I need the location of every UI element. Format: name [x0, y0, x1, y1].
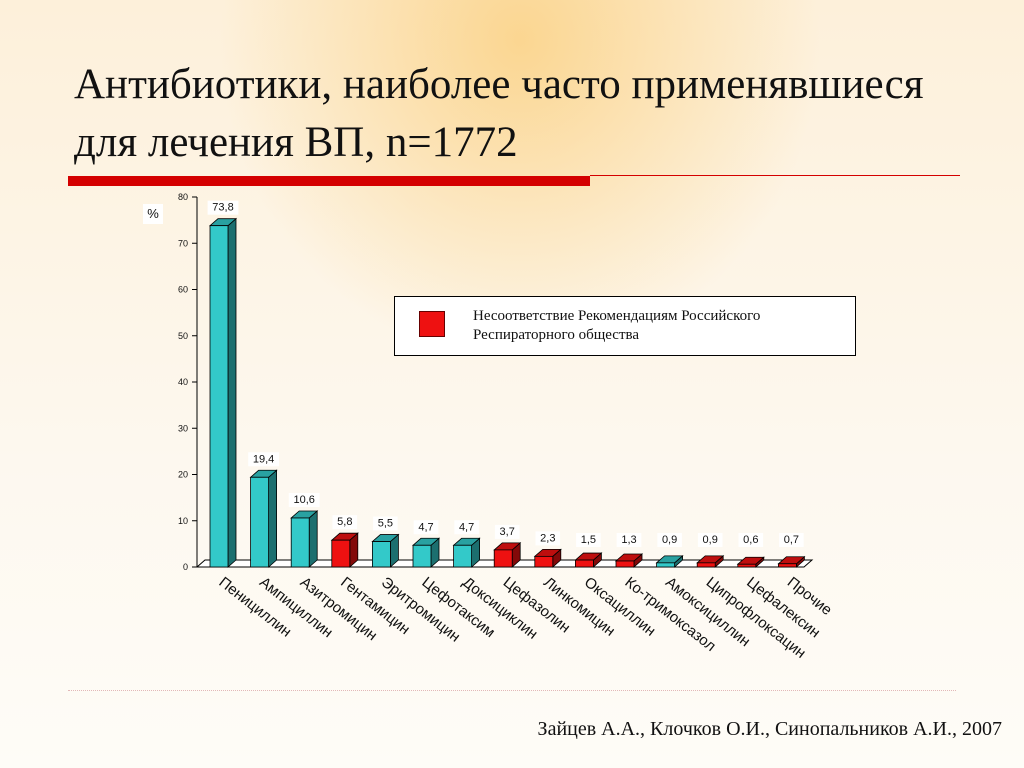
y-tick-label: 80 [178, 192, 188, 202]
bar-front [615, 560, 635, 568]
title-underline-bar [68, 176, 590, 186]
value-label: 4,7 [418, 521, 433, 533]
value-label: 73,8 [212, 202, 233, 214]
citation: Зайцев А.А., Клочков О.И., Синопальников… [537, 718, 1002, 740]
bar-12 [655, 554, 684, 568]
footer-divider [68, 690, 956, 692]
value-label: 0,9 [662, 534, 677, 546]
value-label: 5,5 [378, 518, 393, 530]
bar-4 [330, 532, 359, 568]
y-tick-label: 60 [178, 285, 188, 295]
value-label-bg [248, 452, 279, 467]
bar-13 [696, 554, 725, 568]
y-tick-label: 70 [178, 238, 188, 248]
bar-9 [533, 548, 562, 568]
bar-front [656, 562, 675, 568]
value-label-bg [413, 520, 439, 535]
value-label: 5,8 [337, 516, 352, 528]
bar-front [453, 544, 473, 568]
value-label: 0,9 [703, 534, 718, 546]
legend-label: Несоответствие Рекомендациям Российского… [473, 308, 761, 343]
value-label-bg [373, 516, 398, 531]
bar-front [575, 559, 594, 568]
bar-front [209, 225, 229, 568]
value-label: 4,7 [459, 521, 474, 533]
bar-3 [290, 510, 319, 568]
value-label-bg [779, 533, 804, 547]
bar-front [290, 517, 310, 568]
value-label-bg [738, 533, 764, 547]
value-label: 1,5 [581, 534, 596, 546]
y-tick-label: 0 [183, 562, 188, 572]
bar-11 [614, 553, 644, 568]
bar-6 [411, 537, 441, 568]
y-axis-unit-label: % [143, 204, 163, 224]
bar-5 [371, 533, 400, 568]
value-label: 3,7 [500, 526, 515, 538]
bar-8 [493, 542, 522, 568]
legend-red-swatch [419, 311, 445, 337]
antibiotics-bar-chart: 0102030405060708073,8Пенициллин19,4Ампиц… [178, 192, 835, 662]
bar-front [696, 562, 716, 568]
value-label: 19,4 [253, 453, 274, 465]
value-label-bg [207, 200, 239, 215]
value-label-bg [454, 520, 479, 535]
bar-front [778, 563, 797, 568]
bar-front [371, 541, 391, 568]
bar-front [331, 539, 351, 568]
value-label: 0,7 [784, 534, 799, 546]
value-label-bg [332, 515, 358, 530]
y-tick-label: 50 [178, 331, 188, 341]
value-label: 0,6 [743, 534, 758, 546]
bar-front [250, 476, 270, 568]
value-label-bg [697, 533, 723, 547]
y-tick-label: 30 [178, 423, 188, 433]
bar-side [227, 217, 237, 568]
bar-10 [574, 552, 603, 568]
value-label-bg [288, 492, 320, 507]
slide-title: Антибиотики, наиболее часто применявшиес… [74, 61, 924, 166]
value-label-bg [535, 531, 561, 546]
chart-legend: Несоответствие Рекомендациям Российского… [394, 296, 856, 356]
bar-front [412, 544, 432, 568]
value-label-bg [657, 533, 682, 547]
value-label-bg [576, 533, 601, 547]
title-underline-rule [590, 175, 960, 176]
value-label-bg [616, 533, 642, 547]
value-label: 10,6 [293, 494, 314, 506]
bar-side [308, 510, 318, 568]
bar-15 [777, 555, 806, 568]
value-label: 2,3 [540, 532, 555, 544]
bar-2 [249, 469, 278, 568]
bar-front [737, 563, 757, 568]
y-tick-label: 10 [178, 516, 188, 526]
bar-front [493, 549, 513, 568]
y-tick-label: 20 [178, 470, 188, 480]
bar-7 [452, 537, 481, 568]
bar-1 [208, 217, 238, 568]
value-label-bg [494, 524, 520, 539]
y-tick-label: 40 [178, 377, 188, 387]
bar-side [268, 469, 278, 568]
bar-front [534, 555, 554, 568]
bar-14 [736, 556, 765, 568]
value-label: 1,3 [621, 534, 636, 546]
